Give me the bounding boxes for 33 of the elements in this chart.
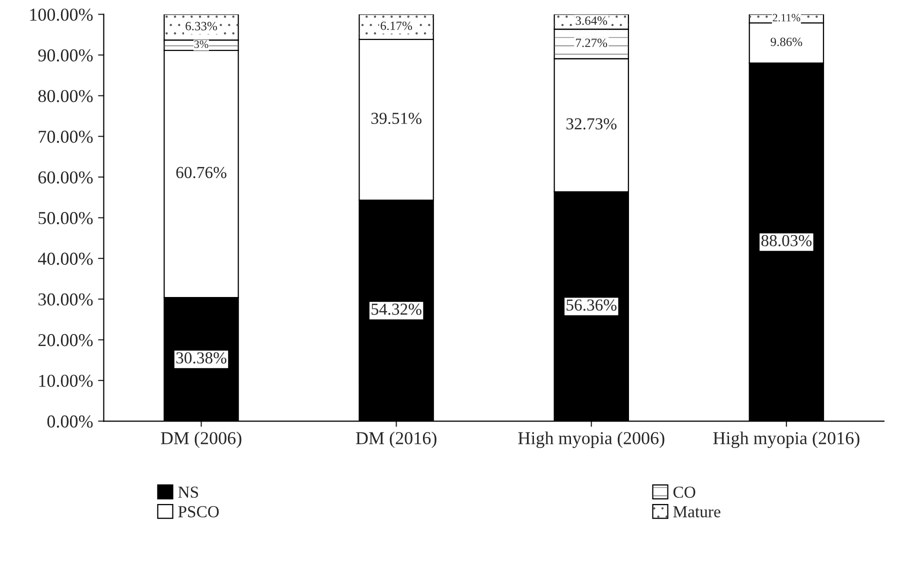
- y-tick-label: 90.00%: [38, 49, 93, 62]
- y-tick-label: 70.00%: [38, 130, 93, 143]
- legend-label: CO: [673, 486, 696, 498]
- data-label: 30.38%: [176, 352, 226, 364]
- y-tick-label: 40.00%: [38, 252, 93, 265]
- legend-label: NS: [178, 486, 198, 498]
- x-tick-label: High myopia (2006): [518, 432, 664, 448]
- data-label: 39.51%: [371, 112, 422, 124]
- legend-label: Mature: [673, 506, 720, 518]
- data-label: 3%: [194, 40, 208, 48]
- data-label: 9.86%: [770, 38, 802, 46]
- data-label: 3.64%: [576, 16, 608, 25]
- y-tick-label: 10.00%: [39, 374, 93, 387]
- y-tick-label: 50.00%: [38, 212, 93, 224]
- data-label: 88.03%: [761, 235, 812, 246]
- y-tick-label: 60.00%: [38, 171, 93, 184]
- legend-label: PSCO: [178, 506, 219, 518]
- y-tick-label: 80.00%: [38, 90, 93, 102]
- data-label: 60.76%: [176, 166, 226, 178]
- x-tick-label: High myopia (2016): [713, 432, 860, 448]
- y-tick-label: 20.00%: [38, 334, 93, 346]
- y-tick-label: 100.00%: [30, 8, 93, 21]
- y-tick-label: 30.00%: [38, 293, 93, 306]
- x-tick-label: DM (2016): [356, 432, 436, 448]
- data-label: 6.33%: [186, 22, 217, 30]
- data-label: 6.17%: [380, 22, 412, 30]
- data-label: 32.73%: [566, 118, 616, 130]
- data-label: 7.27%: [576, 38, 608, 48]
- y-tick-label: 0.00%: [47, 415, 93, 428]
- data-label: 54.32%: [372, 304, 422, 315]
- data-label: 56.36%: [566, 299, 616, 311]
- data-label: 2.11%: [772, 14, 800, 22]
- x-tick-label: DM (2006): [160, 432, 242, 448]
